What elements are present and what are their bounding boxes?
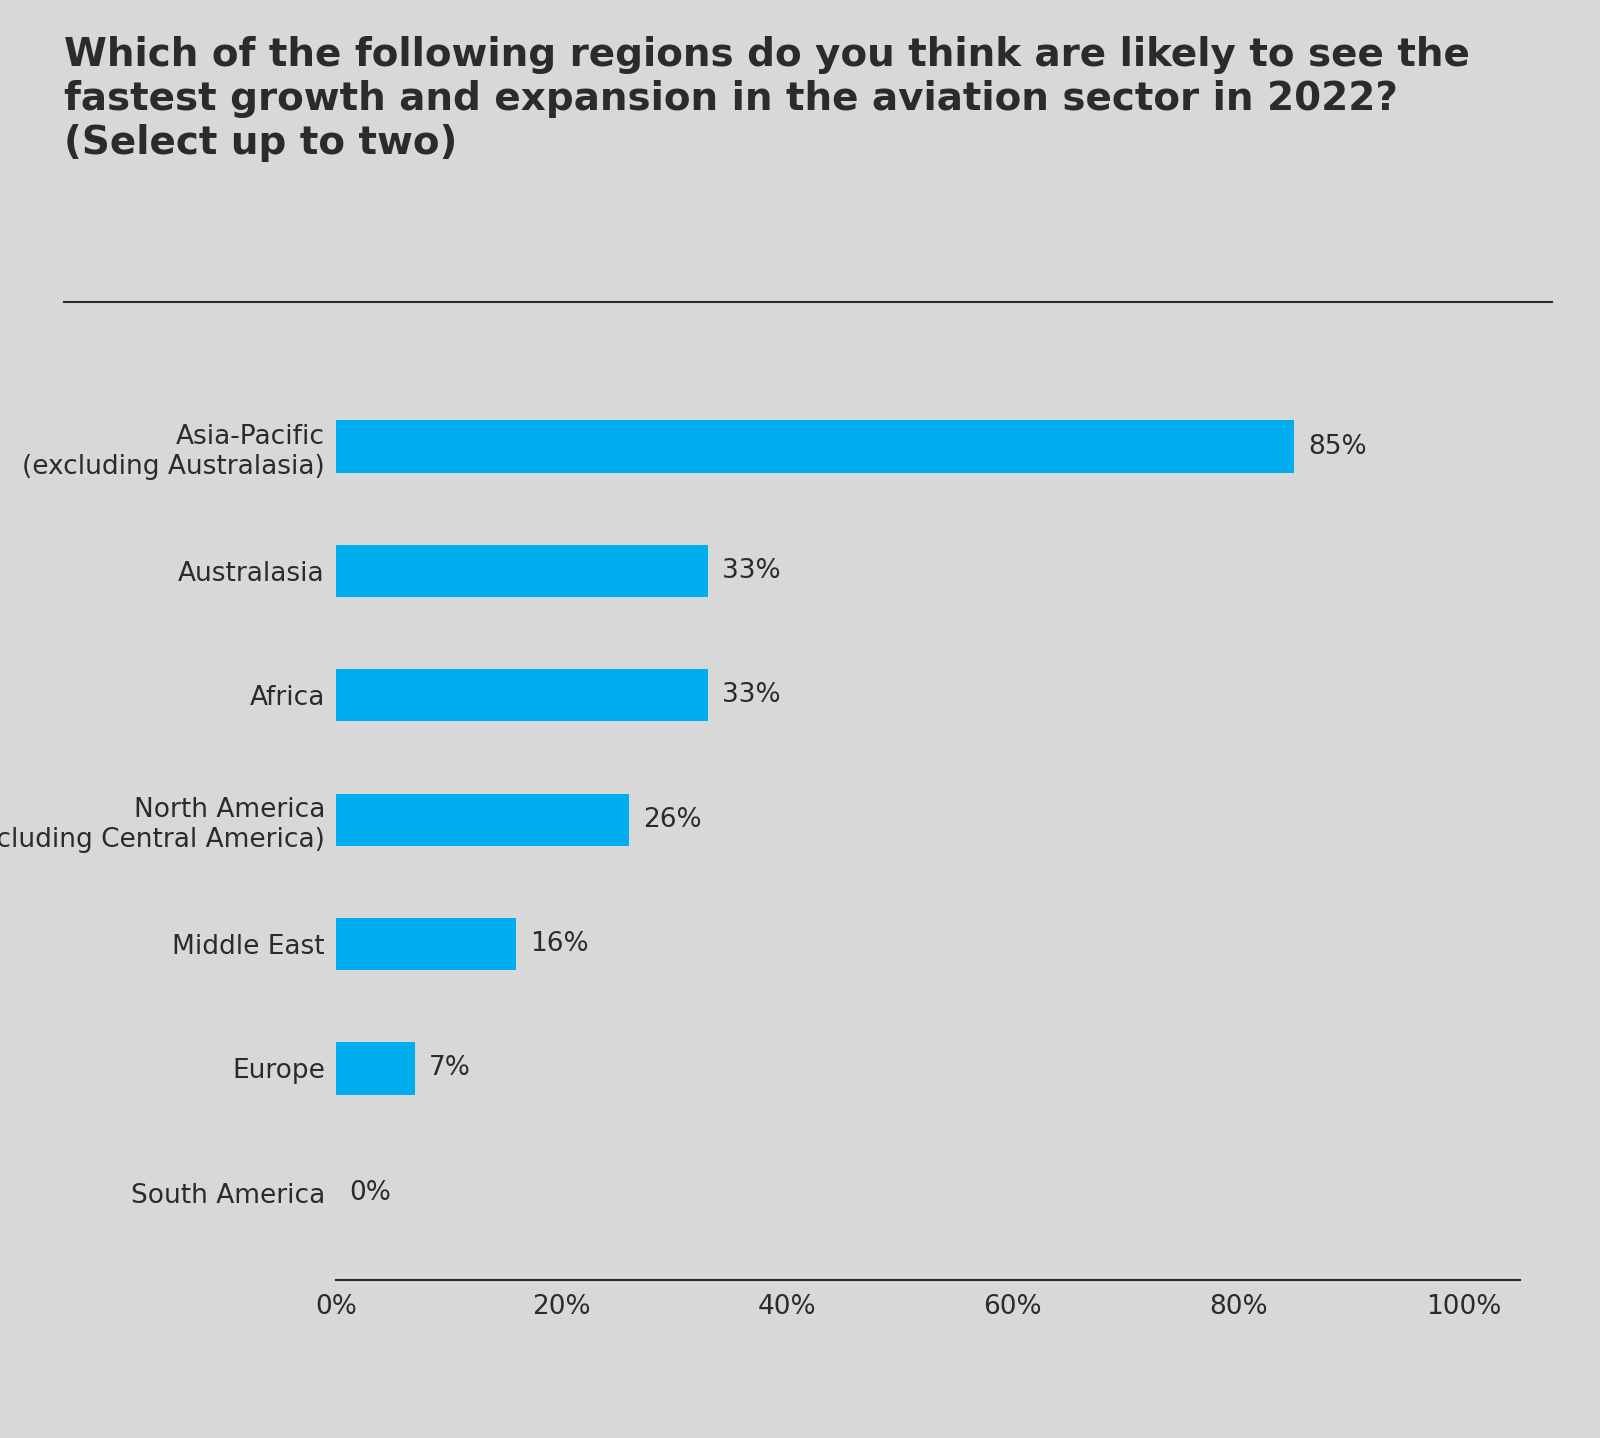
Bar [336,1043,414,1094]
Bar [336,420,1294,473]
Text: 0%: 0% [349,1179,392,1205]
Bar [336,545,709,597]
Text: 33%: 33% [722,558,781,584]
Text: 33%: 33% [722,682,781,709]
Text: 7%: 7% [429,1055,470,1081]
Bar [336,917,517,971]
Text: 16%: 16% [530,930,589,958]
Bar [336,794,629,846]
Text: 26%: 26% [643,807,701,833]
Text: Which of the following regions do you think are likely to see the
fastest growth: Which of the following regions do you th… [64,36,1470,162]
Bar [336,669,709,722]
Text: 85%: 85% [1309,434,1366,460]
